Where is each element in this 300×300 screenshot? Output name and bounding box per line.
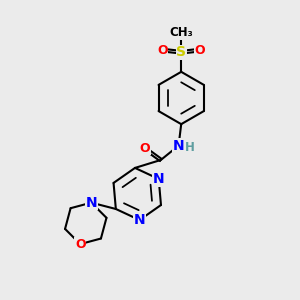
Text: O: O — [139, 142, 150, 155]
Text: S: S — [176, 45, 186, 59]
Text: N: N — [173, 139, 184, 153]
Text: H: H — [185, 142, 195, 154]
Text: O: O — [75, 238, 86, 250]
Text: CH₃: CH₃ — [169, 26, 193, 39]
Text: N: N — [134, 213, 146, 227]
Text: O: O — [157, 44, 168, 57]
Text: O: O — [195, 44, 206, 57]
Text: N: N — [85, 196, 97, 210]
Text: N: N — [153, 172, 164, 186]
